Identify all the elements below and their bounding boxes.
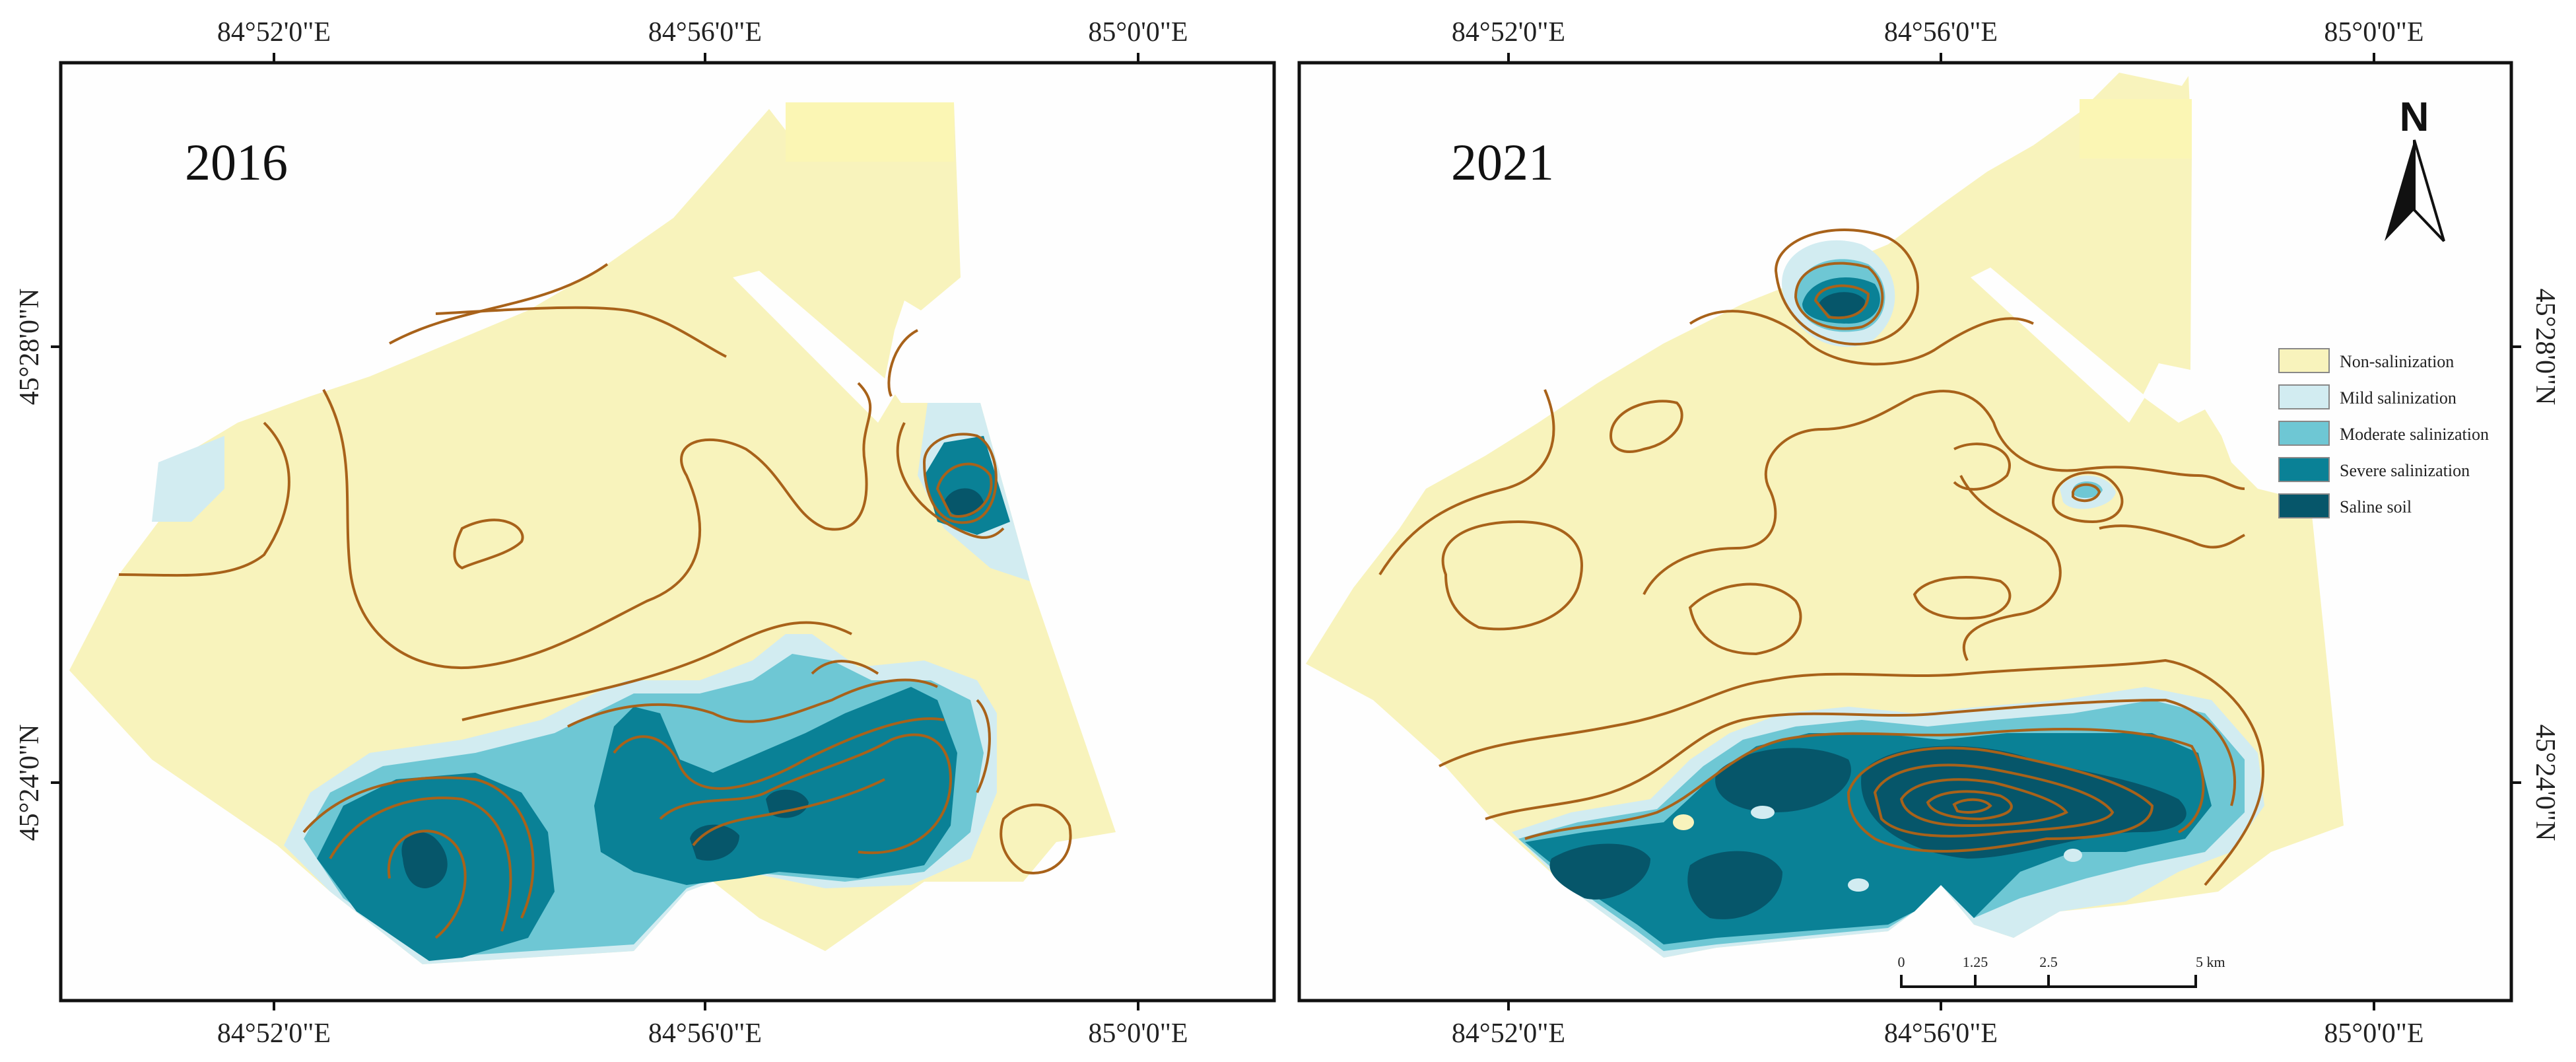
lon-tick-bottom: 84°52'0"E	[1452, 1018, 1565, 1049]
isolines-2021	[1378, 229, 2265, 886]
legend-label: Moderate salinization	[2340, 425, 2489, 444]
legend-label: Severe salinization	[2340, 461, 2470, 480]
road-strip	[733, 271, 898, 423]
saline-soil-2021-c	[1549, 843, 1650, 900]
legend-swatch	[2278, 493, 2330, 518]
north-arrow-icon: N	[2385, 94, 2445, 242]
map-frame-2021	[1297, 61, 2513, 1003]
legend-label: Saline soil	[2340, 497, 2412, 516]
saline-soil-north	[1819, 292, 1865, 318]
legend-item: Severe salinization	[2278, 457, 2470, 482]
scale-tick: 0	[1898, 954, 1905, 970]
saline-soil-2016-b	[690, 824, 739, 861]
scale-tick: 2.5	[2039, 954, 2058, 970]
legend-label: Mild salinization	[2340, 388, 2457, 407]
saline-soil-ne	[944, 488, 984, 517]
year-label-2021: 2021	[1451, 133, 1554, 191]
road-strip-2021	[1971, 267, 2146, 423]
scale-tick: 1.25	[1963, 954, 1988, 970]
mild-pocket	[1848, 878, 1869, 892]
ticks-2016	[51, 53, 1139, 1010]
legend-swatch	[2278, 457, 2330, 482]
north-label: N	[2400, 94, 2429, 140]
saline-soil-2016-a	[401, 832, 448, 888]
mild-pocket	[2064, 849, 2082, 862]
lon-tick-top: 84°52'0"E	[1452, 17, 1565, 48]
mild-pocket	[1751, 806, 1775, 819]
non-salinization-pocket	[1673, 814, 1694, 830]
lon-tick-bottom: 84°56'0"E	[1884, 1018, 1998, 1049]
legend-item: Moderate salinization	[2278, 421, 2489, 446]
lon-tick-top: 84°56'0"E	[1884, 17, 1998, 48]
year-label-2016: 2016	[185, 133, 288, 191]
lon-tick-top: 84°52'0"E	[217, 17, 331, 48]
legend: Non-salinization Mild salinization Moder…	[2278, 348, 2489, 518]
legend-swatch	[2278, 421, 2330, 446]
lat-tick-right: 45°24'0"N	[2530, 725, 2560, 841]
lon-tick-bottom: 85°0'0"E	[1088, 1018, 1188, 1049]
saline-soil-2021-a	[1715, 748, 1851, 812]
legend-label: Non-salinization	[2340, 352, 2454, 371]
lon-tick-top: 85°0'0"E	[1088, 17, 1188, 48]
lon-tick-bottom: 84°56'0"E	[648, 1018, 762, 1049]
saline-soil-2016-c	[766, 789, 809, 818]
lat-tick-right: 45°28'0"N	[2530, 289, 2560, 406]
lon-tick-bottom: 85°0'0"E	[2324, 1018, 2423, 1049]
isolines-2016	[118, 263, 1072, 939]
lon-tick-top: 84°56'0"E	[648, 17, 762, 48]
top-strip	[786, 102, 954, 162]
map-panel-2016: 2016 84°52'0"E 84°56'0"E 85°0'0"E 84°52'…	[15, 17, 1276, 1049]
legend-item: Saline soil	[2278, 493, 2412, 518]
saline-soil-2021-b	[1861, 746, 2186, 859]
legend-swatch	[2278, 384, 2330, 409]
mild-zone-west	[152, 436, 224, 522]
legend-swatch	[2278, 348, 2330, 373]
top-strip	[2080, 99, 2192, 159]
ticks-2021	[1507, 53, 2521, 1010]
lat-tick-left: 45°24'0"N	[15, 725, 45, 841]
legend-item: Non-salinization	[2278, 348, 2454, 373]
scale-tick: 5 km	[2196, 954, 2225, 970]
lon-tick-bottom: 84°52'0"E	[217, 1018, 331, 1049]
severe-zone-2016-b	[594, 687, 957, 885]
lat-tick-left: 45°28'0"N	[15, 289, 45, 406]
map-frame-2016	[59, 61, 1276, 1003]
map-panel-2021: 2021 84°52'0"E 84°56'0"E 85°0'0"E 84°52'…	[1297, 17, 2560, 1049]
scale-bar: 0 1.25 2.5 5 km	[1898, 954, 2225, 988]
lon-tick-top: 85°0'0"E	[2324, 17, 2423, 48]
legend-item: Mild salinization	[2278, 384, 2457, 409]
saline-soil-2021-d	[1687, 851, 1782, 919]
